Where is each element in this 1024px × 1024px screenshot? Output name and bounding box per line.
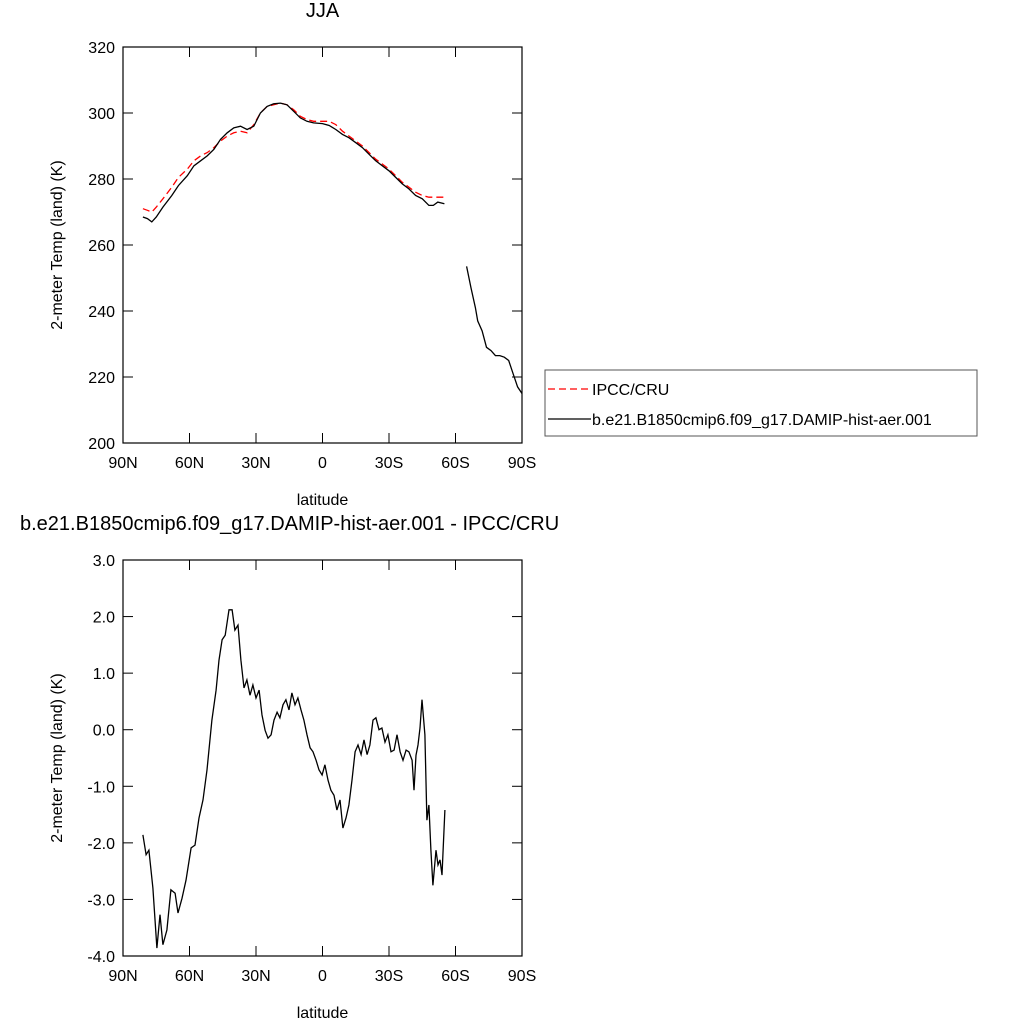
y-tick-label: 220 bbox=[88, 370, 115, 387]
data-line bbox=[142, 609, 446, 949]
x-axis-label: latitude bbox=[297, 492, 349, 509]
y-tick-label: 2.0 bbox=[93, 610, 115, 627]
panel: b.e21.B1850cmip6.f09_g17.DAMIP-hist-aer.… bbox=[20, 513, 559, 1022]
y-tick-label: 260 bbox=[88, 238, 115, 255]
y-tick-label: 1.0 bbox=[93, 666, 115, 683]
x-tick-label: 0 bbox=[318, 968, 327, 985]
x-tick-label: 60N bbox=[175, 968, 204, 985]
y-tick-label: -2.0 bbox=[87, 836, 115, 853]
x-tick-label: 90S bbox=[508, 968, 536, 985]
y-tick-label: -1.0 bbox=[87, 779, 115, 796]
data-line bbox=[142, 102, 523, 394]
y-tick-label: 3.0 bbox=[93, 553, 115, 570]
x-tick-label: 30S bbox=[375, 968, 403, 985]
y-tick-label: 0.0 bbox=[93, 723, 115, 740]
y-tick-label: 320 bbox=[88, 40, 115, 57]
y-tick-label: -4.0 bbox=[87, 949, 115, 966]
chart-title: JJA bbox=[306, 0, 340, 22]
y-axis-label: 2-meter Temp (land) (K) bbox=[49, 673, 66, 843]
x-tick-label: 90S bbox=[508, 455, 536, 472]
x-tick-label: 60N bbox=[175, 455, 204, 472]
x-tick-label: 60S bbox=[441, 455, 469, 472]
x-tick-label: 30S bbox=[375, 455, 403, 472]
legend-label: b.e21.B1850cmip6.f09_g17.DAMIP-hist-aer.… bbox=[592, 412, 932, 429]
y-tick-label: 200 bbox=[88, 436, 115, 453]
y-tick-label: 300 bbox=[88, 106, 115, 123]
y-tick-label: 280 bbox=[88, 172, 115, 189]
x-tick-label: 90N bbox=[108, 968, 137, 985]
y-axis-label: 2-meter Temp (land) (K) bbox=[49, 160, 66, 330]
x-tick-label: 30N bbox=[241, 968, 270, 985]
data-line bbox=[142, 102, 445, 213]
x-tick-label: 90N bbox=[108, 455, 137, 472]
plot-frame bbox=[122, 46, 523, 444]
panel: JJA 90N 60N 30N 0 30S 60S 90S 200 220 240 260 280 300… bbox=[49, 0, 978, 509]
x-axis-label: latitude bbox=[297, 1005, 349, 1022]
y-tick-label: 240 bbox=[88, 304, 115, 321]
x-tick-label: 30N bbox=[241, 455, 270, 472]
legend-box bbox=[544, 369, 978, 437]
legend-label: IPCC/CRU bbox=[592, 382, 669, 399]
x-tick-label: 60S bbox=[441, 968, 469, 985]
y-tick-label: -3.0 bbox=[87, 892, 115, 909]
x-tick-label: 0 bbox=[318, 455, 327, 472]
chart-title: b.e21.B1850cmip6.f09_g17.DAMIP-hist-aer.… bbox=[20, 513, 559, 535]
